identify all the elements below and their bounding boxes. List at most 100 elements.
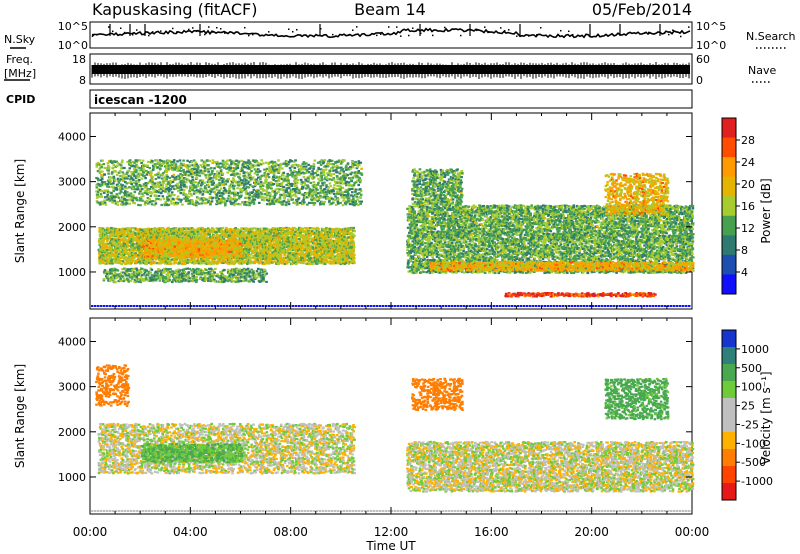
- power-cell: [319, 187, 323, 190]
- power-cell: [179, 162, 183, 165]
- power-cell: [202, 165, 206, 168]
- power-cell: [97, 179, 100, 182]
- power-cell: [100, 174, 103, 177]
- noise-search-dot: [172, 27, 174, 30]
- power-cell: [100, 240, 103, 243]
- power-cell: [328, 170, 332, 173]
- power-cell: [283, 252, 287, 256]
- power-cell: [347, 181, 351, 184]
- power-cell: [268, 169, 271, 172]
- power-cell: [244, 181, 247, 184]
- power-cell: [242, 160, 246, 163]
- power-cell: [207, 178, 210, 182]
- power-cell: [163, 189, 167, 192]
- power-cell: [267, 184, 271, 187]
- power-cell: [117, 235, 120, 238]
- power-cell: [298, 189, 301, 192]
- power-cell: [95, 186, 99, 189]
- power-cell: [207, 185, 211, 189]
- power-cell: [297, 197, 301, 200]
- power-cell: [304, 192, 308, 196]
- power-cell: [290, 194, 293, 197]
- power-cell: [319, 189, 323, 192]
- power-cell: [108, 178, 112, 182]
- power-cell: [217, 202, 220, 205]
- power-cell: [254, 195, 258, 198]
- power-cell: [108, 258, 112, 261]
- power-cell: [229, 198, 232, 201]
- power-cell: [224, 191, 227, 194]
- power-cell: [232, 160, 236, 163]
- power-cell: [307, 171, 311, 174]
- power-cell: [112, 195, 116, 199]
- power-cell: [306, 203, 309, 206]
- power-cell: [220, 201, 223, 204]
- power-cell: [322, 165, 326, 168]
- power-cell: [139, 190, 142, 193]
- power-cell: [154, 202, 158, 205]
- power-cell: [324, 168, 328, 171]
- power-cell: [337, 166, 341, 169]
- power-cell: [197, 181, 201, 184]
- power-cell: [150, 170, 153, 173]
- power-cell: [182, 180, 186, 184]
- power-cell: [190, 194, 193, 197]
- power-cell: [199, 169, 203, 172]
- power-cell: [167, 190, 171, 193]
- power-cell: [340, 180, 343, 183]
- power-cell: [344, 172, 348, 176]
- power-cell: [302, 202, 305, 205]
- power-cell: [136, 188, 140, 191]
- power-cell: [194, 191, 198, 194]
- power-cell: [124, 190, 127, 193]
- power-cell: [282, 186, 286, 189]
- noise-left-label: N.Sky: [4, 33, 36, 46]
- power-cell: [95, 200, 99, 203]
- power-cell: [216, 162, 220, 165]
- power-cell: [329, 196, 333, 199]
- power-cell: [229, 196, 232, 199]
- power-cell: [147, 202, 150, 205]
- power-cell: [100, 190, 104, 193]
- power-cell: [165, 188, 168, 191]
- power-cell: [344, 176, 347, 179]
- power-cell: [265, 178, 268, 181]
- power-cell: [105, 183, 108, 186]
- power-cell: [304, 184, 307, 187]
- power-cell: [308, 192, 312, 195]
- power-cell: [265, 190, 268, 193]
- power-cell: [307, 201, 311, 204]
- power-cell: [98, 254, 102, 257]
- power-cell: [206, 191, 210, 194]
- power-cell: [261, 198, 264, 201]
- power-cell: [312, 172, 315, 175]
- power-cell: [100, 166, 103, 169]
- power-cell: [171, 185, 175, 188]
- power-cell: [116, 164, 119, 167]
- power-cell: [279, 176, 282, 179]
- noise-search-dot: [320, 28, 322, 30]
- power-cell: [119, 189, 123, 192]
- power-cell: [231, 177, 235, 180]
- power-cell: [217, 191, 220, 194]
- power-cell: [98, 168, 101, 171]
- power-cell: [196, 164, 199, 167]
- power-cell: [206, 159, 210, 162]
- power-cell: [316, 173, 319, 177]
- power-cell: [130, 177, 134, 180]
- power-cell: [174, 163, 178, 166]
- power-cell: [325, 185, 328, 188]
- power-cell: [154, 177, 158, 181]
- power-cell: [117, 247, 120, 250]
- power-cell: [160, 164, 163, 167]
- power-cell: [99, 178, 103, 181]
- power-cell: [241, 189, 244, 192]
- power-cell: [105, 232, 109, 235]
- power-cell: [151, 188, 155, 191]
- power-cell: [142, 183, 146, 186]
- power-cell: [147, 191, 151, 194]
- power-cell: [277, 190, 280, 194]
- power-cell: [305, 187, 308, 190]
- noise-search-dot: [668, 33, 670, 36]
